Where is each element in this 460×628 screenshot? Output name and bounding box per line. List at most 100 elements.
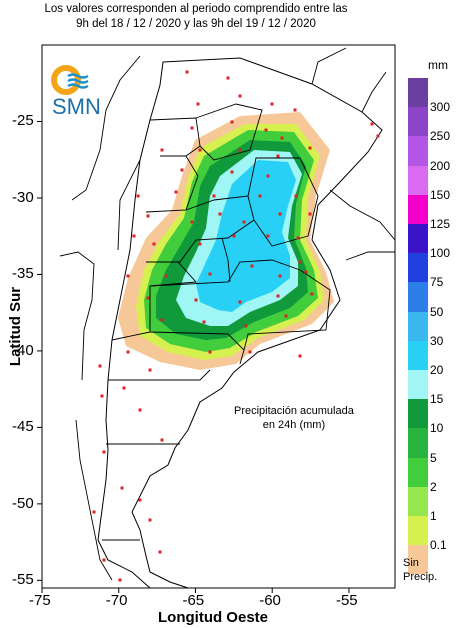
legend-label: 150 (430, 187, 451, 202)
station-marker (218, 212, 222, 216)
station-marker (280, 136, 284, 140)
station-marker (196, 102, 200, 106)
station-marker (264, 128, 268, 132)
station-marker (92, 510, 96, 514)
legend-swatch (408, 78, 428, 108)
legend-swatch (408, 516, 428, 546)
legend-swatch (408, 399, 428, 429)
legend-label: 10 (430, 421, 444, 436)
legend-swatch (408, 194, 428, 224)
station-marker (208, 350, 212, 354)
legend-swatch (408, 253, 428, 283)
legend-swatch (408, 486, 428, 516)
legend-swatch (408, 165, 428, 195)
station-marker (276, 154, 280, 158)
station-marker (212, 194, 216, 198)
x-tick-label: -75 (29, 592, 51, 609)
station-marker (278, 274, 282, 278)
station-marker (160, 318, 164, 322)
station-marker (293, 108, 297, 112)
map-title: Los valores corresponden al periodo comp… (44, 3, 348, 30)
station-marker (138, 498, 142, 502)
station-marker (100, 394, 104, 398)
station-marker (160, 148, 164, 152)
station-marker (294, 194, 298, 198)
smn-logo-text: SMN (52, 94, 101, 119)
legend-label: 125 (430, 217, 451, 231)
zone-blue (196, 160, 296, 312)
station-marker (174, 190, 178, 194)
station-marker (230, 120, 234, 124)
legend-swatch (408, 545, 428, 575)
station-marker (232, 234, 236, 238)
station-marker (310, 292, 314, 296)
station-marker (266, 234, 270, 238)
legend-swatch (408, 457, 428, 487)
station-marker (276, 294, 280, 298)
station-marker (190, 126, 194, 130)
station-marker (198, 148, 202, 152)
station-marker (138, 408, 142, 412)
station-marker (152, 242, 156, 246)
station-marker (202, 320, 206, 324)
x-tick-label: -70 (105, 592, 128, 609)
station-marker (298, 354, 302, 358)
station-marker (230, 170, 234, 174)
legend-label: 2 (430, 479, 437, 494)
station-marker (136, 194, 140, 198)
station-marker (194, 298, 198, 302)
legend-label: 30 (430, 333, 444, 348)
station-marker (126, 274, 130, 278)
y-tick-label: -40 (12, 341, 34, 359)
station-marker (258, 194, 262, 198)
legend-label: 300 (430, 100, 451, 115)
station-marker (102, 450, 106, 454)
station-marker (370, 122, 374, 126)
station-marker (376, 134, 380, 138)
x-axis-label: Longitud Oeste (158, 609, 268, 626)
y-tick-label: -55 (12, 571, 34, 589)
legend-label: 5 (430, 450, 437, 465)
station-marker (160, 438, 164, 442)
station-marker (308, 212, 312, 216)
station-marker (266, 174, 270, 178)
x-tick-label: -60 (259, 592, 281, 609)
station-marker (164, 274, 168, 278)
legend-no-rain: Sin Precip. (403, 557, 438, 583)
station-marker (298, 260, 302, 264)
legend-label: 75 (430, 275, 444, 290)
station-marker (118, 578, 122, 582)
station-marker (126, 350, 130, 354)
legend-swatch (408, 428, 428, 458)
station-marker (296, 236, 300, 240)
station-marker (284, 314, 288, 318)
legend-label: 1 (430, 509, 437, 523)
station-marker (185, 70, 189, 74)
station-marker (102, 558, 106, 562)
station-marker (242, 220, 246, 224)
precipitation-map (37, 44, 396, 593)
station-marker (132, 234, 136, 238)
station-marker (238, 94, 242, 98)
smn-logo-icon (51, 65, 89, 95)
y-tick-label: -50 (12, 494, 34, 512)
legend-swatch (408, 340, 428, 370)
station-marker (180, 168, 184, 172)
station-marker (278, 212, 282, 216)
station-marker (226, 76, 230, 80)
legend-swatch (408, 224, 428, 254)
legend-swatch (408, 311, 428, 341)
station-marker (304, 270, 308, 274)
x-tick-label: -55 (335, 592, 358, 609)
station-marker (158, 550, 162, 554)
neighbour-borders (59, 47, 396, 581)
station-marker (122, 386, 126, 390)
province-borders (102, 103, 331, 541)
station-marker (238, 300, 242, 304)
legend-label: 250 (430, 129, 451, 144)
legend-swatch (408, 282, 428, 312)
station-marker (146, 214, 150, 218)
legend-label: 15 (430, 392, 444, 407)
legend-swatch (408, 370, 428, 400)
station-marker (250, 264, 254, 268)
